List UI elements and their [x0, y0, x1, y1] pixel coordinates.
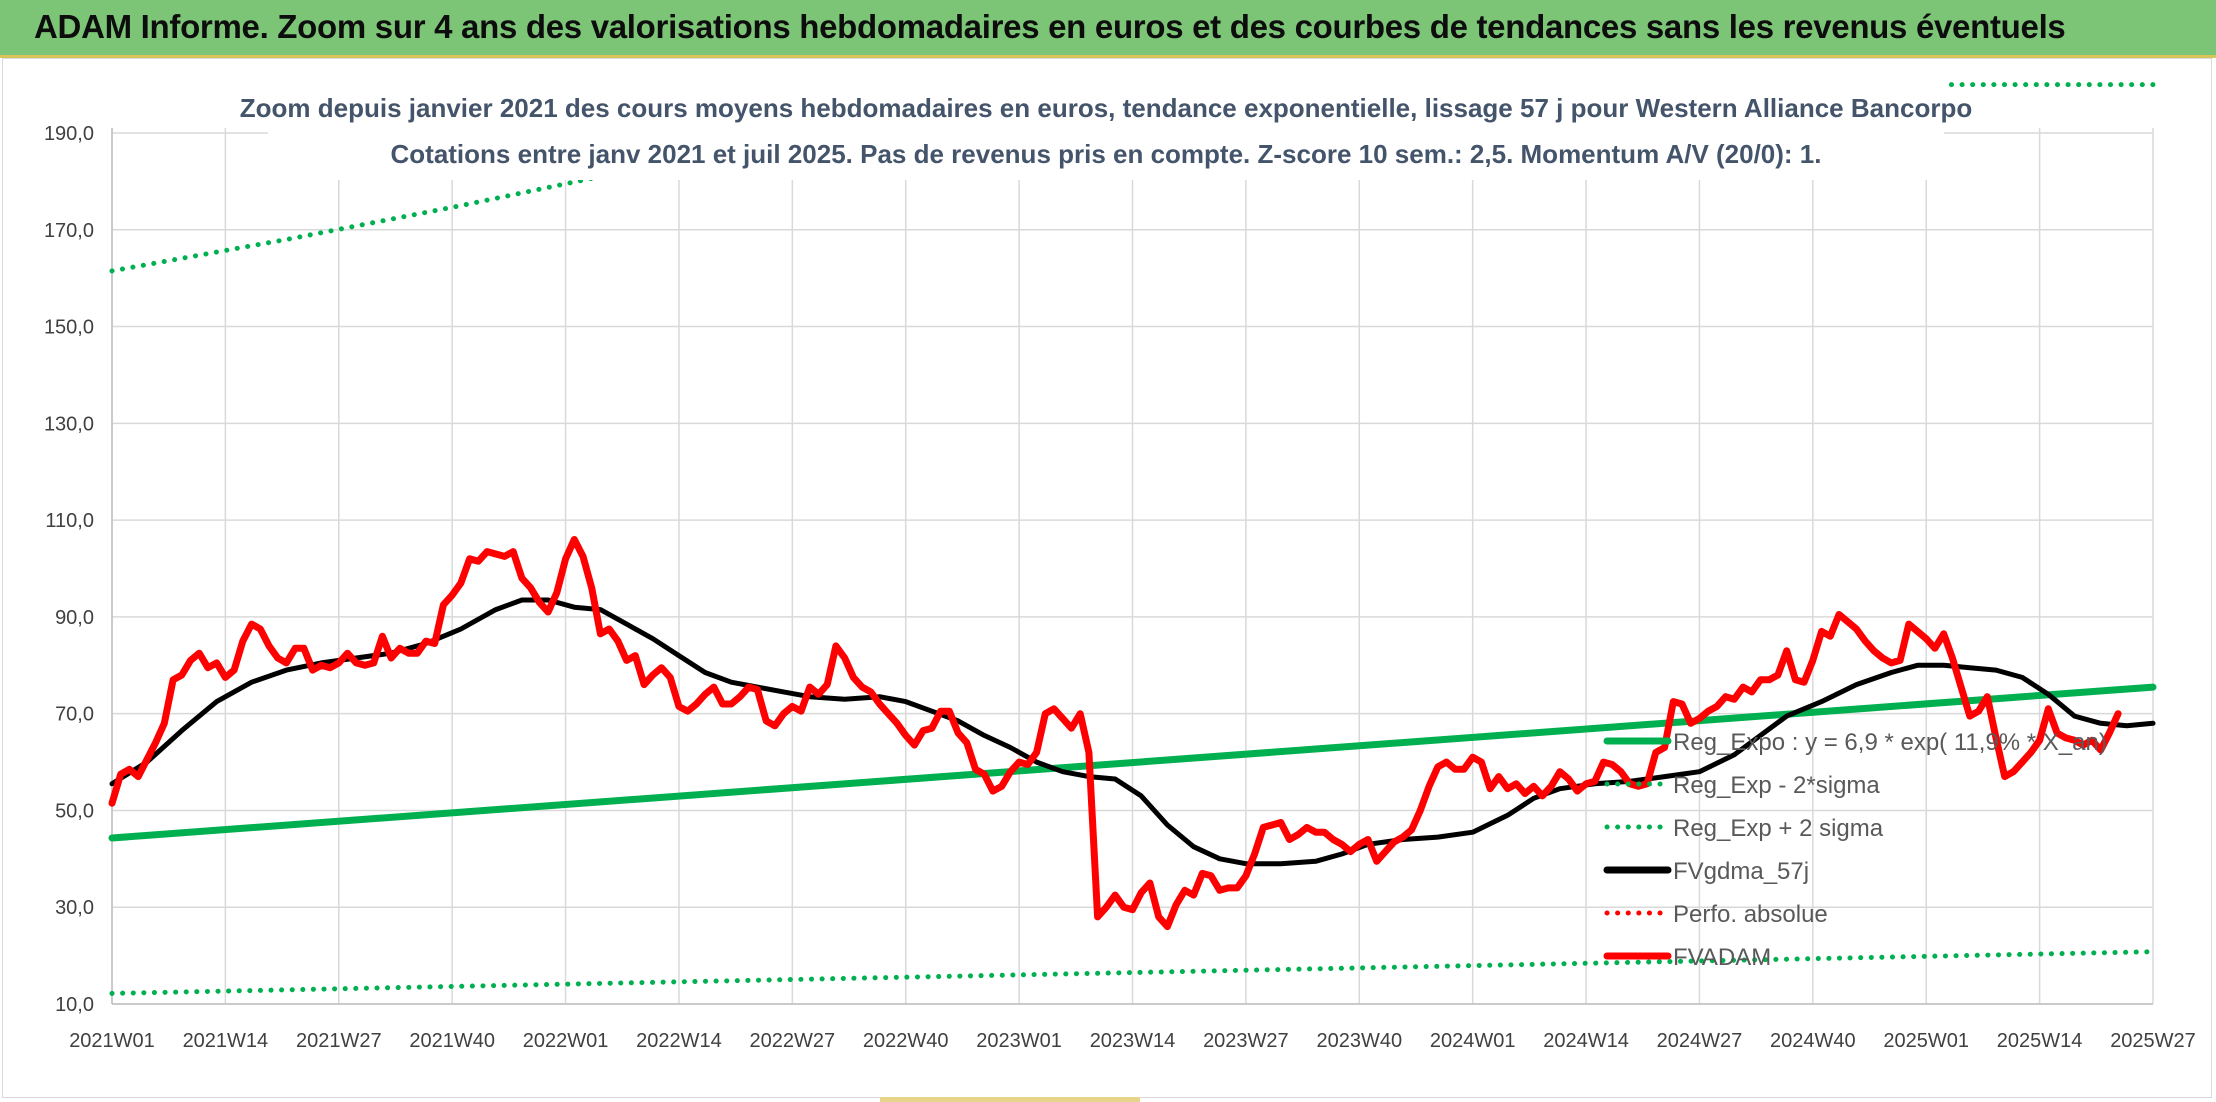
x-tick-label: 2024W14	[1543, 1030, 1629, 1052]
series-line-3	[109, 597, 2156, 867]
series-line-5	[108, 536, 2122, 931]
x-tick-label: 2025W14	[1997, 1030, 2083, 1052]
y-tick-label: 130,0	[44, 413, 94, 435]
y-tick-label: 110,0	[45, 510, 94, 532]
x-tick-label: 2021W27	[296, 1030, 382, 1052]
x-tick-label: 2023W14	[1090, 1030, 1176, 1052]
y-tick-label: 170,0	[44, 220, 94, 242]
bottom-decoration-bar	[880, 1097, 1140, 1102]
y-tick-label: 10,0	[55, 994, 94, 1016]
chart-title: Zoom depuis janvier 2021 des cours moyen…	[240, 93, 1972, 123]
y-tick-label: 150,0	[44, 317, 94, 339]
x-axis-ticks: 2021W01 2021W14 2021W27 2021W40 2022W01 2022W…	[69, 1030, 2196, 1052]
x-tick-label: 2021W40	[409, 1030, 495, 1052]
x-tick-label: 2022W27	[750, 1030, 836, 1052]
legend-label: Reg_Exp - 2*sigma	[1673, 772, 1880, 799]
y-tick-label: 30,0	[55, 897, 94, 919]
y-tick-label: 50,0	[55, 800, 94, 822]
x-tick-label: 2025W01	[1883, 1030, 1969, 1052]
title-background	[268, 82, 1944, 180]
legend-label: Perfo. absolue	[1673, 901, 1828, 928]
chart-legend: Reg_Expo : y = 6,9 * exp( 11,9% * X_an) R…	[1603, 729, 2107, 971]
y-tick-label: 190,0	[44, 123, 94, 145]
x-tick-label: 2024W27	[1657, 1030, 1743, 1052]
legend-label: FVgdma_57j	[1673, 858, 1809, 885]
x-tick-label: 2024W01	[1430, 1030, 1516, 1052]
chart-subtitle: Cotations entre janv 2021 et juil 2025. …	[391, 139, 1822, 169]
x-tick-label: 2023W40	[1316, 1030, 1402, 1052]
x-tick-label: 2021W01	[69, 1030, 155, 1052]
x-tick-label: 2024W40	[1770, 1030, 1856, 1052]
y-tick-label: 70,0	[55, 704, 94, 726]
x-tick-label: 2022W01	[523, 1030, 609, 1052]
banner-title: ADAM Informe. Zoom sur 4 ans des valoris…	[34, 8, 2066, 45]
title-banner: ADAM Informe. Zoom sur 4 ans des valoris…	[0, 0, 2216, 58]
x-tick-label: 2022W14	[636, 1030, 722, 1052]
series-line-1	[109, 949, 2156, 996]
x-tick-label: 2023W27	[1203, 1030, 1289, 1052]
y-tick-label: 90,0	[55, 607, 94, 629]
x-tick-label: 2025W27	[2110, 1030, 2196, 1052]
x-tick-label: 2023W01	[976, 1030, 1062, 1052]
x-tick-label: 2022W40	[863, 1030, 949, 1052]
y-axis-ticks: 10,0 30,0 50,0 70,0 90,0 110,0 130,0 150,0 170,0…	[44, 123, 94, 1016]
chart-grid	[111, 128, 2154, 1005]
legend-label: Reg_Exp + 2 sigma	[1673, 815, 1884, 842]
legend-label: FVADAM	[1673, 944, 1771, 971]
legend-label: Reg_Expo : y = 6,9 * exp( 11,9% * X_an)	[1673, 729, 2107, 756]
x-tick-label: 2021W14	[183, 1030, 269, 1052]
series-line-0	[108, 683, 2157, 842]
